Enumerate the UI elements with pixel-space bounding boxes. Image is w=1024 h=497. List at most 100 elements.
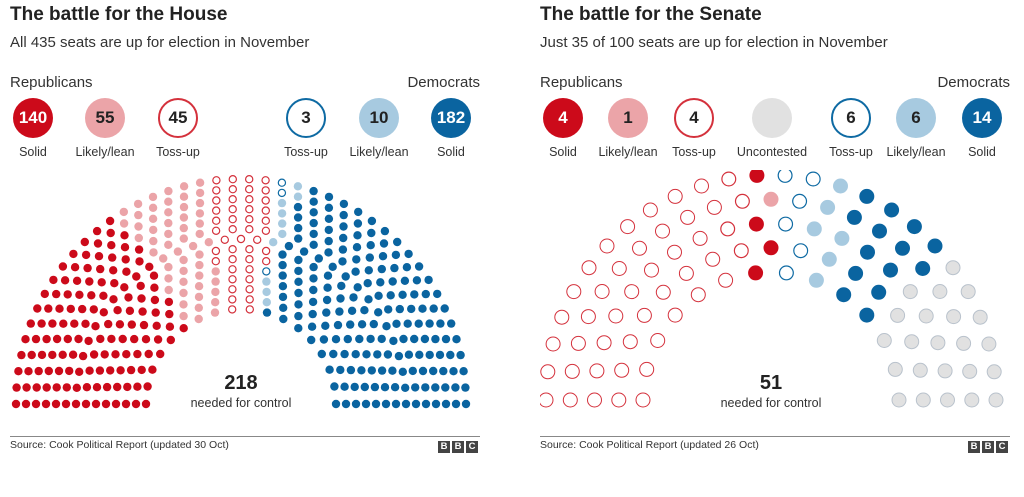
seat-democrats-solid (351, 399, 361, 409)
seat-democrats-uncontested (981, 336, 997, 352)
seat-republicans-solid (70, 263, 80, 272)
seat-republicans-solid (74, 334, 83, 344)
seat-democrats-solid (377, 366, 387, 375)
seat-democrats-uncontested (960, 284, 976, 300)
seat-democrats-solid (307, 322, 317, 331)
seat-republicans-solid (52, 383, 61, 392)
seat-democrats-solid (370, 382, 380, 392)
seat-republicans-likely-lean (164, 285, 173, 295)
seat-republicans-solid (179, 324, 188, 333)
seat-republicans-toss-up (261, 246, 271, 256)
seat-democrats-solid (883, 262, 898, 278)
seat-republicans-solid (115, 320, 125, 329)
seat-democrats-solid (381, 399, 391, 409)
seat-republicans-solid (127, 320, 136, 329)
seat-democrats-solid (347, 306, 357, 315)
seat-republicans-toss-up (228, 254, 237, 264)
seat-democrats-solid (346, 365, 356, 375)
senate-legend-dem-likely: 6 Likely/lean (876, 98, 956, 159)
house-seat-arc (11, 174, 471, 409)
seat-democrats-solid (294, 324, 303, 333)
seat-republicans-solid (31, 334, 41, 344)
house-title: The battle for the House (10, 4, 228, 25)
seat-republicans-likely-lean (195, 198, 205, 208)
seat-republicans-likely-lean (179, 277, 188, 286)
seat-republicans-solid (68, 350, 78, 359)
seat-democrats-solid (395, 304, 404, 314)
seat-republicans-uncontested (718, 272, 734, 288)
seat-democrats-uncontested (986, 364, 1002, 380)
seat-democrats-solid (380, 226, 390, 236)
seat-democrats-solid (324, 225, 333, 235)
seat-democrats-solid (299, 247, 309, 256)
seat-democrats-solid (336, 365, 345, 375)
seat-republicans-uncontested (692, 230, 708, 246)
seat-democrats-solid (376, 278, 385, 287)
senate-legend-rep-solid-circle: 4 (543, 98, 583, 138)
house-legend-rep-tossup-circle: 45 (158, 98, 198, 138)
seat-democrats-uncontested (956, 335, 972, 351)
seat-democrats-uncontested (890, 307, 906, 323)
seat-republicans-likely-lean (195, 260, 204, 270)
seat-republicans-uncontested (650, 333, 666, 348)
seat-republicans-likely-lean (149, 236, 158, 246)
seat-republicans-solid (92, 383, 102, 392)
seat-republicans-toss-up (252, 235, 262, 245)
seat-republicans-solid (95, 366, 105, 375)
seat-democrats-solid (374, 291, 383, 300)
house-legend-dem-tossup-circle: 3 (286, 98, 326, 138)
seat-republicans-uncontested (632, 240, 647, 256)
seat-democrats-solid (410, 334, 419, 344)
seat-republicans-likely-lean (188, 241, 198, 251)
senate-legend-dem-tossup: 6 Toss-up (811, 98, 891, 159)
seat-republicans-uncontested (570, 335, 586, 351)
seat-democrats-solid (337, 281, 346, 291)
house-legend-dem-likely: 10 Likely/lean (339, 98, 419, 159)
seat-democrats-solid (399, 334, 408, 344)
seat-republicans-likely-lean (195, 250, 204, 259)
house-legend-rep-solid: 140 Solid (0, 98, 73, 159)
seat-republicans-likely-lean (148, 214, 158, 223)
house-democrats-label: Democrats (407, 74, 480, 91)
seat-democrats-uncontested (915, 392, 931, 408)
seat-democrats-solid (388, 366, 397, 375)
seat-democrats-solid (431, 383, 440, 392)
seat-democrats-solid (364, 266, 373, 275)
seat-democrats-solid (421, 383, 430, 392)
seat-republicans-likely-lean (211, 277, 220, 286)
seat-republicans-solid (102, 382, 112, 392)
seat-republicans-solid (120, 243, 130, 252)
seat-republicans-toss-up (261, 226, 271, 236)
seat-republicans-toss-up (236, 234, 246, 244)
seat-republicans-solid (164, 297, 174, 307)
seat-democrats-solid (373, 350, 382, 359)
seat-democrats-solid (846, 209, 862, 225)
house-legend-dem-likely-circle: 10 (359, 98, 399, 138)
seat-republicans-solid (54, 366, 64, 376)
seat-republicans-toss-up (245, 295, 254, 304)
seat-democrats-likely-lean (262, 298, 271, 307)
seat-republicans-likely-lean (134, 210, 143, 220)
seat-democrats-solid (336, 294, 345, 303)
seat-republicans-toss-up (245, 215, 254, 224)
seat-democrats-solid (278, 260, 287, 270)
seat-democrats-solid (421, 289, 430, 299)
seat-democrats-solid (906, 219, 922, 235)
seat-republicans-solid (21, 399, 31, 409)
seat-democrats-solid (836, 287, 852, 303)
seat-republicans-solid (135, 257, 144, 266)
seat-republicans-solid (118, 334, 127, 344)
seat-democrats-solid (294, 234, 303, 243)
seat-democrats-solid (860, 244, 875, 260)
seat-democrats-solid (391, 399, 401, 409)
seat-democrats-uncontested (964, 392, 980, 408)
seat-republicans-uncontested (639, 361, 655, 377)
seat-democrats-solid (329, 349, 338, 359)
seat-republicans-likely-lean (164, 186, 173, 196)
seat-democrats-toss-up (777, 170, 793, 183)
seat-republicans-solid (80, 237, 90, 247)
house-panel: The battle for the House All 435 seats a… (10, 0, 490, 497)
senate-legend-rep-tossup-caption: Toss-up (672, 145, 716, 159)
seat-democrats-solid (400, 276, 410, 285)
seat-republicans-likely-lean (195, 229, 204, 239)
